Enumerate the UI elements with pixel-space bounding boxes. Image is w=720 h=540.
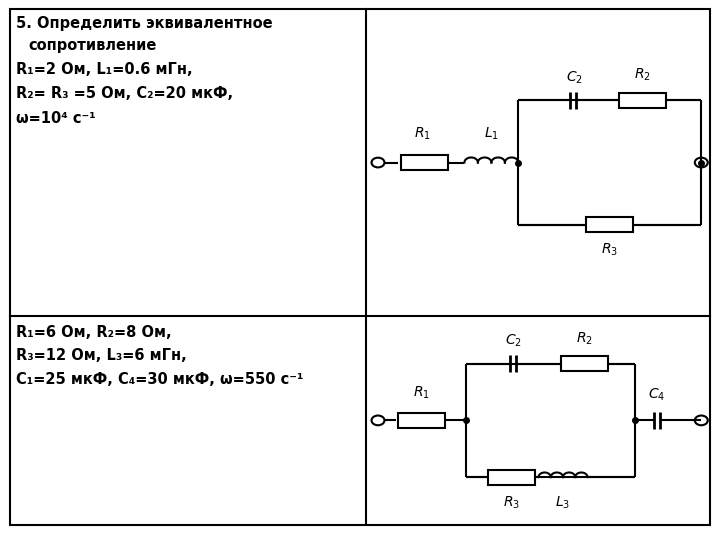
Bar bbox=[402, 155, 448, 170]
Text: $C_2$: $C_2$ bbox=[565, 70, 582, 86]
Bar bbox=[488, 469, 535, 485]
Text: $R_1$: $R_1$ bbox=[413, 384, 430, 401]
Text: $C_4$: $C_4$ bbox=[648, 387, 665, 403]
Text: R₁=2 Ом, L₁=0.6 мГн,: R₁=2 Ом, L₁=0.6 мГн, bbox=[16, 62, 192, 77]
Text: $R_2$: $R_2$ bbox=[634, 67, 651, 83]
Text: C₁=25 мкФ, C₄=30 мкФ, ω=550 с⁻¹: C₁=25 мкФ, C₄=30 мкФ, ω=550 с⁻¹ bbox=[16, 372, 303, 387]
Text: R₂= R₃ =5 Ом, C₂=20 мкФ,: R₂= R₃ =5 Ом, C₂=20 мкФ, bbox=[16, 86, 233, 102]
Text: $C_2$: $C_2$ bbox=[505, 333, 523, 349]
Text: ω=10⁴ с⁻¹: ω=10⁴ с⁻¹ bbox=[16, 111, 96, 126]
Text: $R_3$: $R_3$ bbox=[601, 242, 618, 258]
Text: R₁=6 Ом, R₂=8 Ом,: R₁=6 Ом, R₂=8 Ом, bbox=[16, 325, 171, 340]
Text: $R_3$: $R_3$ bbox=[503, 494, 520, 511]
Text: 5. Определить эквивалентное: 5. Определить эквивалентное bbox=[16, 16, 272, 31]
Bar bbox=[619, 93, 666, 108]
Text: $L_3$: $L_3$ bbox=[555, 494, 570, 511]
Bar bbox=[561, 356, 608, 372]
Text: R₃=12 Ом, L₃=6 мГн,: R₃=12 Ом, L₃=6 мГн, bbox=[16, 348, 186, 363]
Bar bbox=[587, 217, 634, 232]
Text: $R_2$: $R_2$ bbox=[576, 330, 593, 347]
Text: сопротивление: сопротивление bbox=[29, 38, 157, 53]
Text: $L_1$: $L_1$ bbox=[484, 126, 499, 142]
Bar bbox=[398, 413, 445, 428]
Text: $R_1$: $R_1$ bbox=[414, 126, 431, 142]
